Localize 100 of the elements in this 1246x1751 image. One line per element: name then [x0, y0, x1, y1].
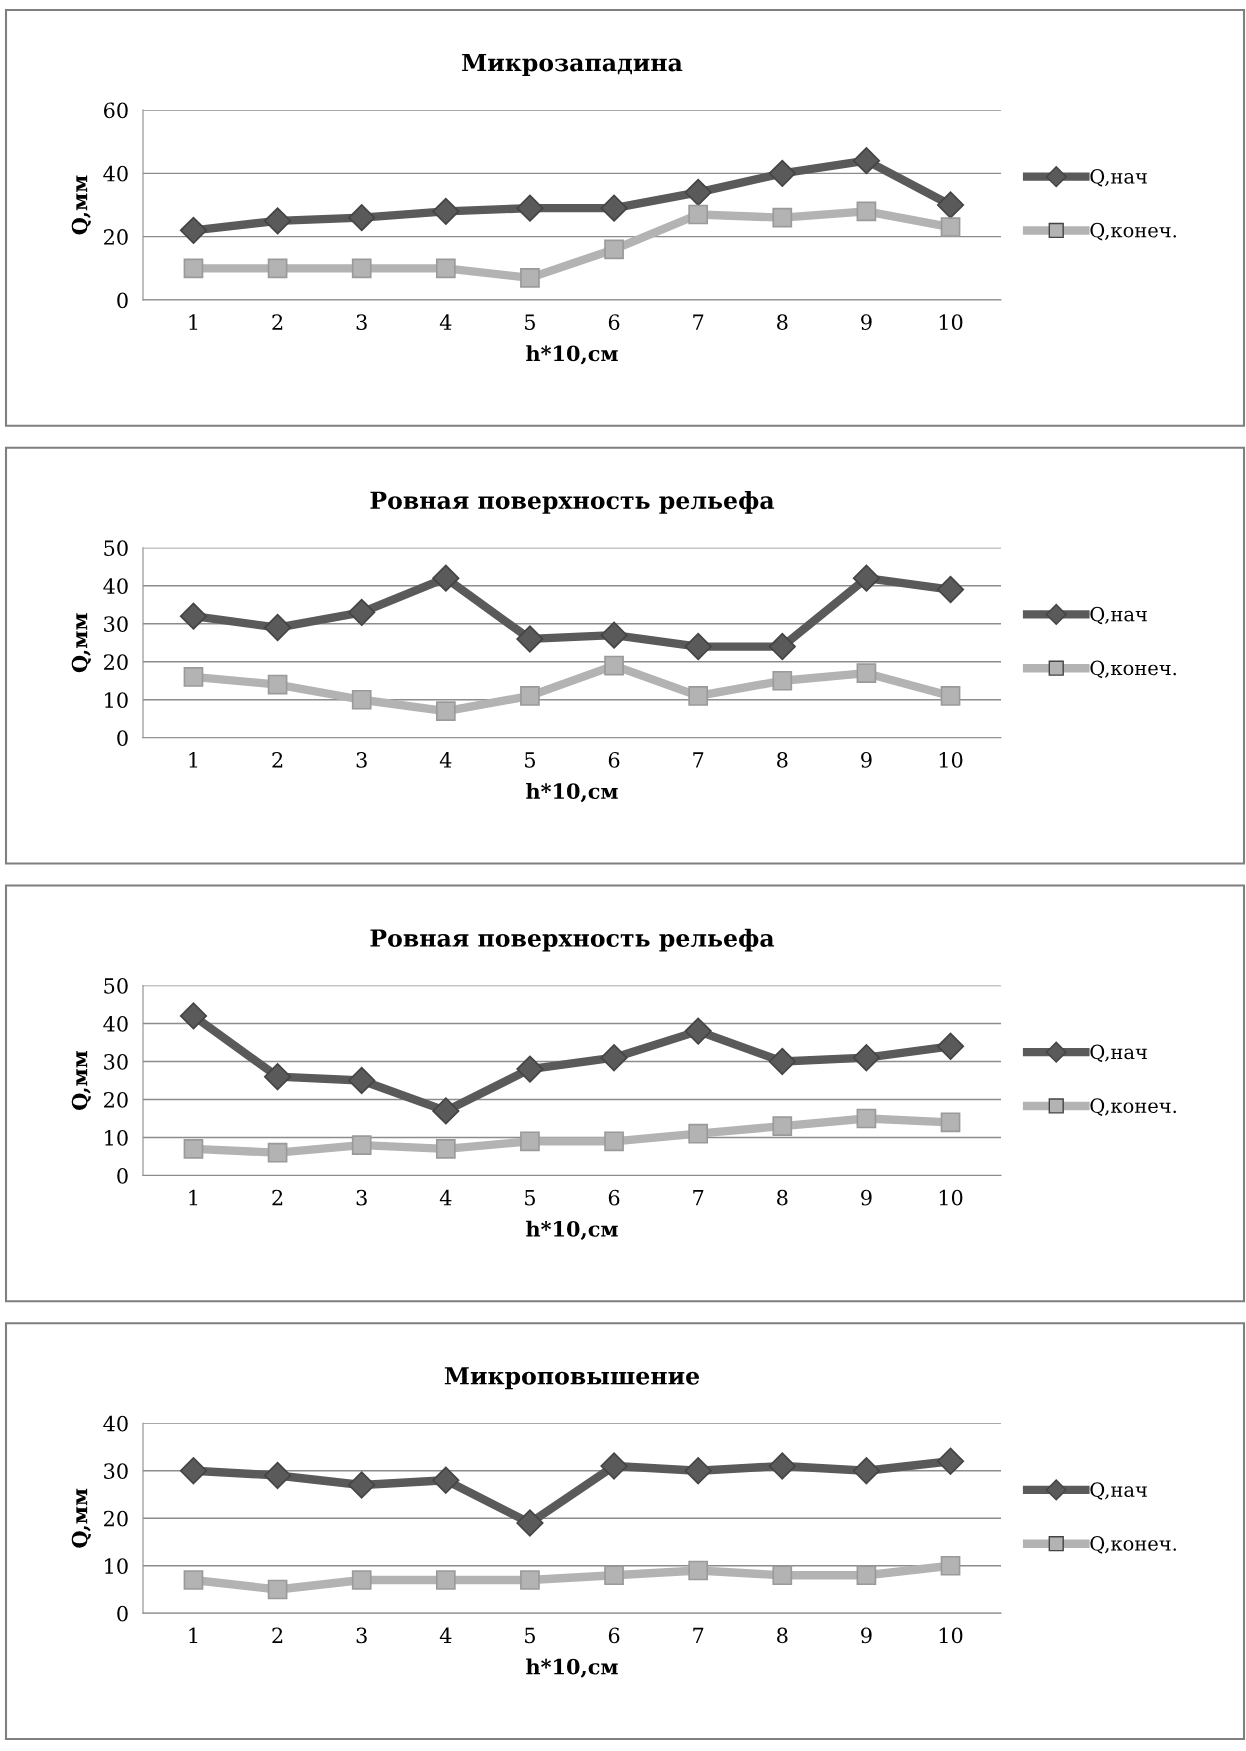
point: [520, 1131, 540, 1152]
x-tick-label: 3: [356, 752, 367, 768]
point: [684, 632, 712, 661]
point: [516, 1509, 544, 1537]
y-tick-label: 60: [103, 102, 128, 119]
point: [600, 621, 628, 649]
y-tick-label: 20: [104, 1091, 128, 1108]
point: [684, 1017, 712, 1045]
y-tick-label: 0: [117, 1167, 128, 1184]
point: [516, 194, 544, 222]
y-tick-label: 40: [103, 578, 128, 594]
point: [348, 598, 376, 626]
legend-label: Q,конеч.: [1090, 1098, 1176, 1116]
x-tick-label: 5: [525, 752, 535, 768]
x-tick-label: 10: [939, 752, 963, 768]
point: [520, 686, 540, 706]
x-tick-label: 1: [189, 314, 198, 330]
x-tick-label: 3: [356, 1627, 367, 1644]
point: [856, 201, 877, 222]
legend-label: Q,конеч.: [1090, 1536, 1176, 1554]
point: [520, 1570, 540, 1590]
x-tick-label: 8: [777, 1189, 788, 1206]
x-tick-label: 10: [939, 1627, 963, 1644]
legend-label: Q,нач: [1090, 169, 1147, 187]
y-tick-label: 40: [103, 165, 128, 182]
y-tick-label: 30: [104, 1463, 128, 1479]
point: [688, 1560, 709, 1581]
y-axis-title: Q,мм: [71, 175, 91, 235]
point: [263, 1063, 292, 1091]
point: [435, 701, 456, 722]
point: [768, 632, 796, 661]
x-axis-title: h*10,см: [526, 782, 618, 803]
point: [940, 1555, 961, 1576]
legend-label: Q,конеч.: [1090, 660, 1176, 679]
y-tick-label: 50: [104, 540, 128, 556]
x-tick-label: 3: [356, 314, 367, 331]
x-tick-label: 9: [861, 1189, 872, 1206]
point: [435, 1139, 456, 1159]
x-tick-label: 10: [939, 1189, 963, 1206]
x-tick-label: 1: [189, 1627, 198, 1643]
point: [772, 1116, 793, 1136]
y-tick-label: 10: [105, 692, 128, 708]
point: [351, 689, 372, 710]
point: [179, 1002, 208, 1030]
point: [936, 1447, 965, 1475]
point: [179, 216, 208, 244]
point: [351, 1135, 372, 1155]
point: [179, 1457, 208, 1485]
point: [772, 670, 793, 691]
x-tick-label: 9: [861, 752, 872, 768]
legend-label: Q,нач: [1090, 1044, 1147, 1063]
chart-title: Ровная поверхность рельефа: [370, 490, 775, 514]
point: [183, 667, 204, 687]
x-tick-label: 4: [439, 752, 452, 768]
point: [940, 1112, 961, 1133]
point: [432, 1097, 460, 1125]
point: [351, 258, 372, 279]
point: [940, 686, 961, 706]
point: [179, 602, 208, 630]
y-tick-label: 30: [104, 1053, 128, 1070]
x-axis-title: h*10,см: [526, 1220, 618, 1240]
x-tick-label: 4: [439, 1189, 452, 1206]
point: [432, 197, 460, 225]
x-tick-label: 7: [693, 1190, 704, 1206]
x-tick-label: 6: [608, 752, 620, 768]
y-tick-label: 0: [117, 730, 128, 746]
y-tick-label: 50: [104, 977, 128, 994]
x-tick-label: 1: [189, 752, 198, 768]
point: [604, 239, 624, 260]
x-tick-label: 5: [525, 1190, 535, 1206]
point: [435, 258, 456, 279]
x-tick-label: 10: [939, 314, 963, 331]
y-tick-label: 10: [105, 1558, 128, 1574]
point: [852, 564, 881, 592]
x-tick-label: 2: [272, 1189, 283, 1206]
point: [684, 1457, 712, 1485]
x-tick-label: 8: [777, 752, 788, 768]
x-tick-label: 8: [777, 1627, 788, 1644]
chart-title: Ровная поверхность рельефа: [370, 928, 775, 952]
point: [348, 1471, 376, 1499]
point: [768, 159, 796, 187]
y-tick-label: 0: [117, 292, 128, 309]
point: [267, 258, 288, 279]
point: [432, 564, 460, 592]
x-tick-label: 6: [608, 1189, 620, 1206]
point: [351, 1570, 372, 1590]
x-tick-label: 3: [356, 1189, 367, 1206]
x-tick-label: 8: [777, 314, 788, 331]
point: [600, 194, 628, 222]
y-tick-label: 10: [105, 1129, 128, 1146]
point: [183, 1570, 204, 1590]
point: [852, 147, 881, 175]
x-tick-label: 7: [693, 752, 704, 768]
point: [852, 1457, 881, 1485]
y-tick-label: 40: [103, 1015, 128, 1032]
point: [768, 1452, 796, 1480]
x-tick-label: 9: [861, 1627, 872, 1644]
point: [936, 191, 965, 219]
point: [688, 1123, 709, 1144]
y-axis-title: Q,мм: [71, 1488, 91, 1548]
